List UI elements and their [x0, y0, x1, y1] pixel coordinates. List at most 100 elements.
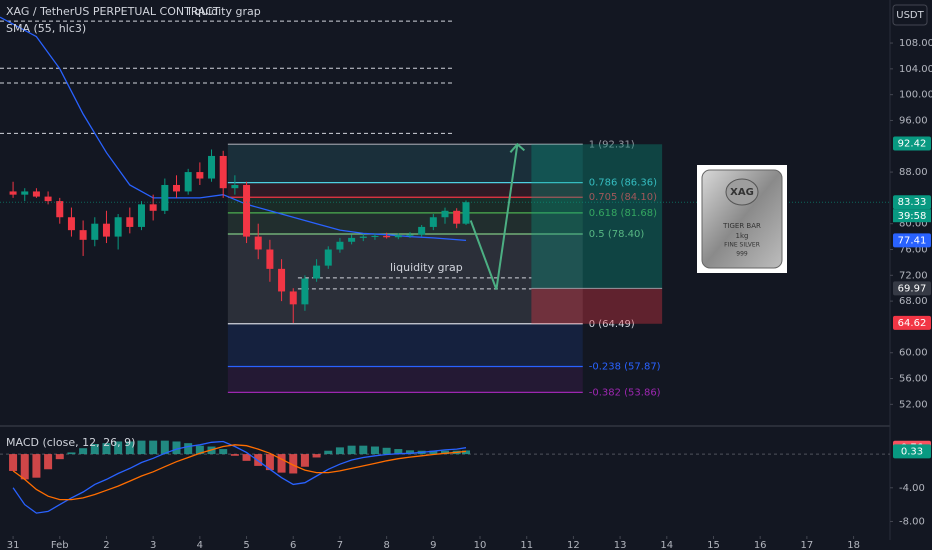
x-tick-label: 18	[847, 540, 860, 550]
candle-body	[32, 191, 40, 197]
fib-band	[227, 212, 583, 235]
chart-title: XAG / TetherUS PERPETUAL CONTRACT	[6, 5, 220, 18]
x-tick-label: 7	[337, 540, 343, 550]
y-tick-label: 60.00	[899, 348, 928, 359]
histogram-bar	[184, 443, 193, 455]
x-tick-label: 14	[660, 540, 673, 550]
histogram-bar	[20, 454, 29, 480]
price-label: 0.33	[901, 446, 923, 457]
histogram-bar	[441, 450, 449, 455]
y-tick-label: 104.00	[899, 64, 932, 75]
macd-line	[12, 440, 467, 514]
fib-band	[227, 197, 583, 213]
y-tick-label: 96.00	[899, 115, 928, 126]
fib-label: -0.382 (53.86)	[589, 387, 661, 398]
histogram-bar	[254, 454, 263, 466]
x-tick-label: Feb	[51, 540, 69, 550]
candle-body	[371, 235, 379, 237]
silver-bar-image: XAG TIGER BAR 1kg FINE SILVER 999	[697, 165, 787, 273]
histogram-bar	[160, 440, 169, 455]
histogram-bar	[394, 449, 403, 455]
annotation: liquidity grap	[390, 261, 463, 274]
histogram-bar	[149, 440, 158, 455]
price-label-box	[893, 195, 931, 210]
candle-body	[196, 172, 204, 179]
candle-body	[313, 265, 321, 279]
fib-label: 0.705 (84.10)	[589, 192, 657, 203]
candle-body	[254, 236, 262, 250]
price-label: 92.42	[898, 139, 927, 150]
silver-bar	[701, 169, 783, 269]
histogram-bar	[382, 447, 391, 455]
y-tick-label: 68.00	[899, 296, 928, 307]
candle-body	[9, 191, 17, 195]
candle-body	[219, 155, 227, 189]
candle-body	[208, 155, 216, 179]
candle-body	[266, 249, 274, 269]
x-tick-label: 10	[474, 540, 487, 550]
candle-body	[184, 172, 192, 192]
fib-label: 0.786 (86.36)	[589, 178, 657, 189]
candle-body	[173, 184, 181, 192]
y-tick-label: 72.00	[899, 270, 928, 281]
histogram-bar	[32, 454, 41, 478]
candle-body	[278, 268, 286, 292]
projection-path	[469, 144, 519, 290]
candle-body	[418, 226, 426, 235]
histogram-bar	[312, 454, 321, 458]
candle-body	[67, 217, 75, 231]
histogram-bar	[195, 445, 204, 455]
y-tick-label: 52.00	[899, 399, 928, 410]
y-tick-label: -4.00	[899, 483, 925, 494]
candle-body	[429, 217, 437, 227]
fib-band	[227, 366, 583, 393]
candle-body	[21, 191, 29, 195]
x-tick-label: 4	[197, 540, 203, 550]
histogram-bar	[44, 454, 53, 470]
y-tick-label: 100.00	[899, 90, 932, 101]
currency-button[interactable]: USDT	[892, 4, 928, 26]
stop-zone	[531, 288, 663, 324]
arrow-head	[509, 142, 526, 153]
x-tick-label: 6	[290, 540, 296, 550]
image-text: 999	[736, 251, 748, 258]
x-tick-label: 15	[707, 540, 720, 550]
button-frame[interactable]	[892, 4, 928, 26]
candle-body	[102, 223, 110, 237]
countdown-box	[893, 209, 931, 223]
histogram-bar	[172, 441, 181, 455]
price-label: 69.97	[898, 283, 927, 294]
image-text: XAG	[730, 187, 754, 198]
candle-body	[289, 291, 297, 305]
x-tick-label: 11	[520, 540, 533, 550]
macd-line	[12, 444, 467, 501]
image-text: 1kg	[736, 232, 749, 240]
histogram-bar	[114, 441, 123, 455]
candle-body	[161, 184, 169, 211]
fib-band	[227, 182, 583, 198]
price-label-box	[893, 136, 931, 151]
histogram-bar	[359, 445, 368, 455]
candle-body	[383, 235, 391, 238]
currency-label[interactable]: USDT	[896, 10, 924, 21]
histogram-bar	[79, 448, 88, 455]
x-tick-label: 3	[150, 540, 156, 550]
x-tick-label: 2	[103, 540, 109, 550]
annotation: liquidity grap	[188, 5, 261, 18]
price-label: 64.62	[898, 318, 927, 329]
x-tick-label: 8	[383, 540, 389, 550]
candle-body	[301, 278, 309, 305]
x-tick-label: 17	[801, 540, 814, 550]
image-text: TIGER BAR	[722, 222, 761, 230]
fib-band	[227, 234, 583, 324]
histogram-bar	[405, 450, 414, 455]
fib-label: 0 (64.49)	[589, 319, 635, 330]
price-label: 77.41	[898, 235, 927, 246]
histogram-bar	[230, 454, 239, 456]
candle-body	[406, 234, 414, 236]
histogram-bar	[90, 444, 99, 455]
plot-area: 1 (92.31) 0.786 (86.36) 0.705 (84.10) 0.618…	[0, 16, 932, 550]
